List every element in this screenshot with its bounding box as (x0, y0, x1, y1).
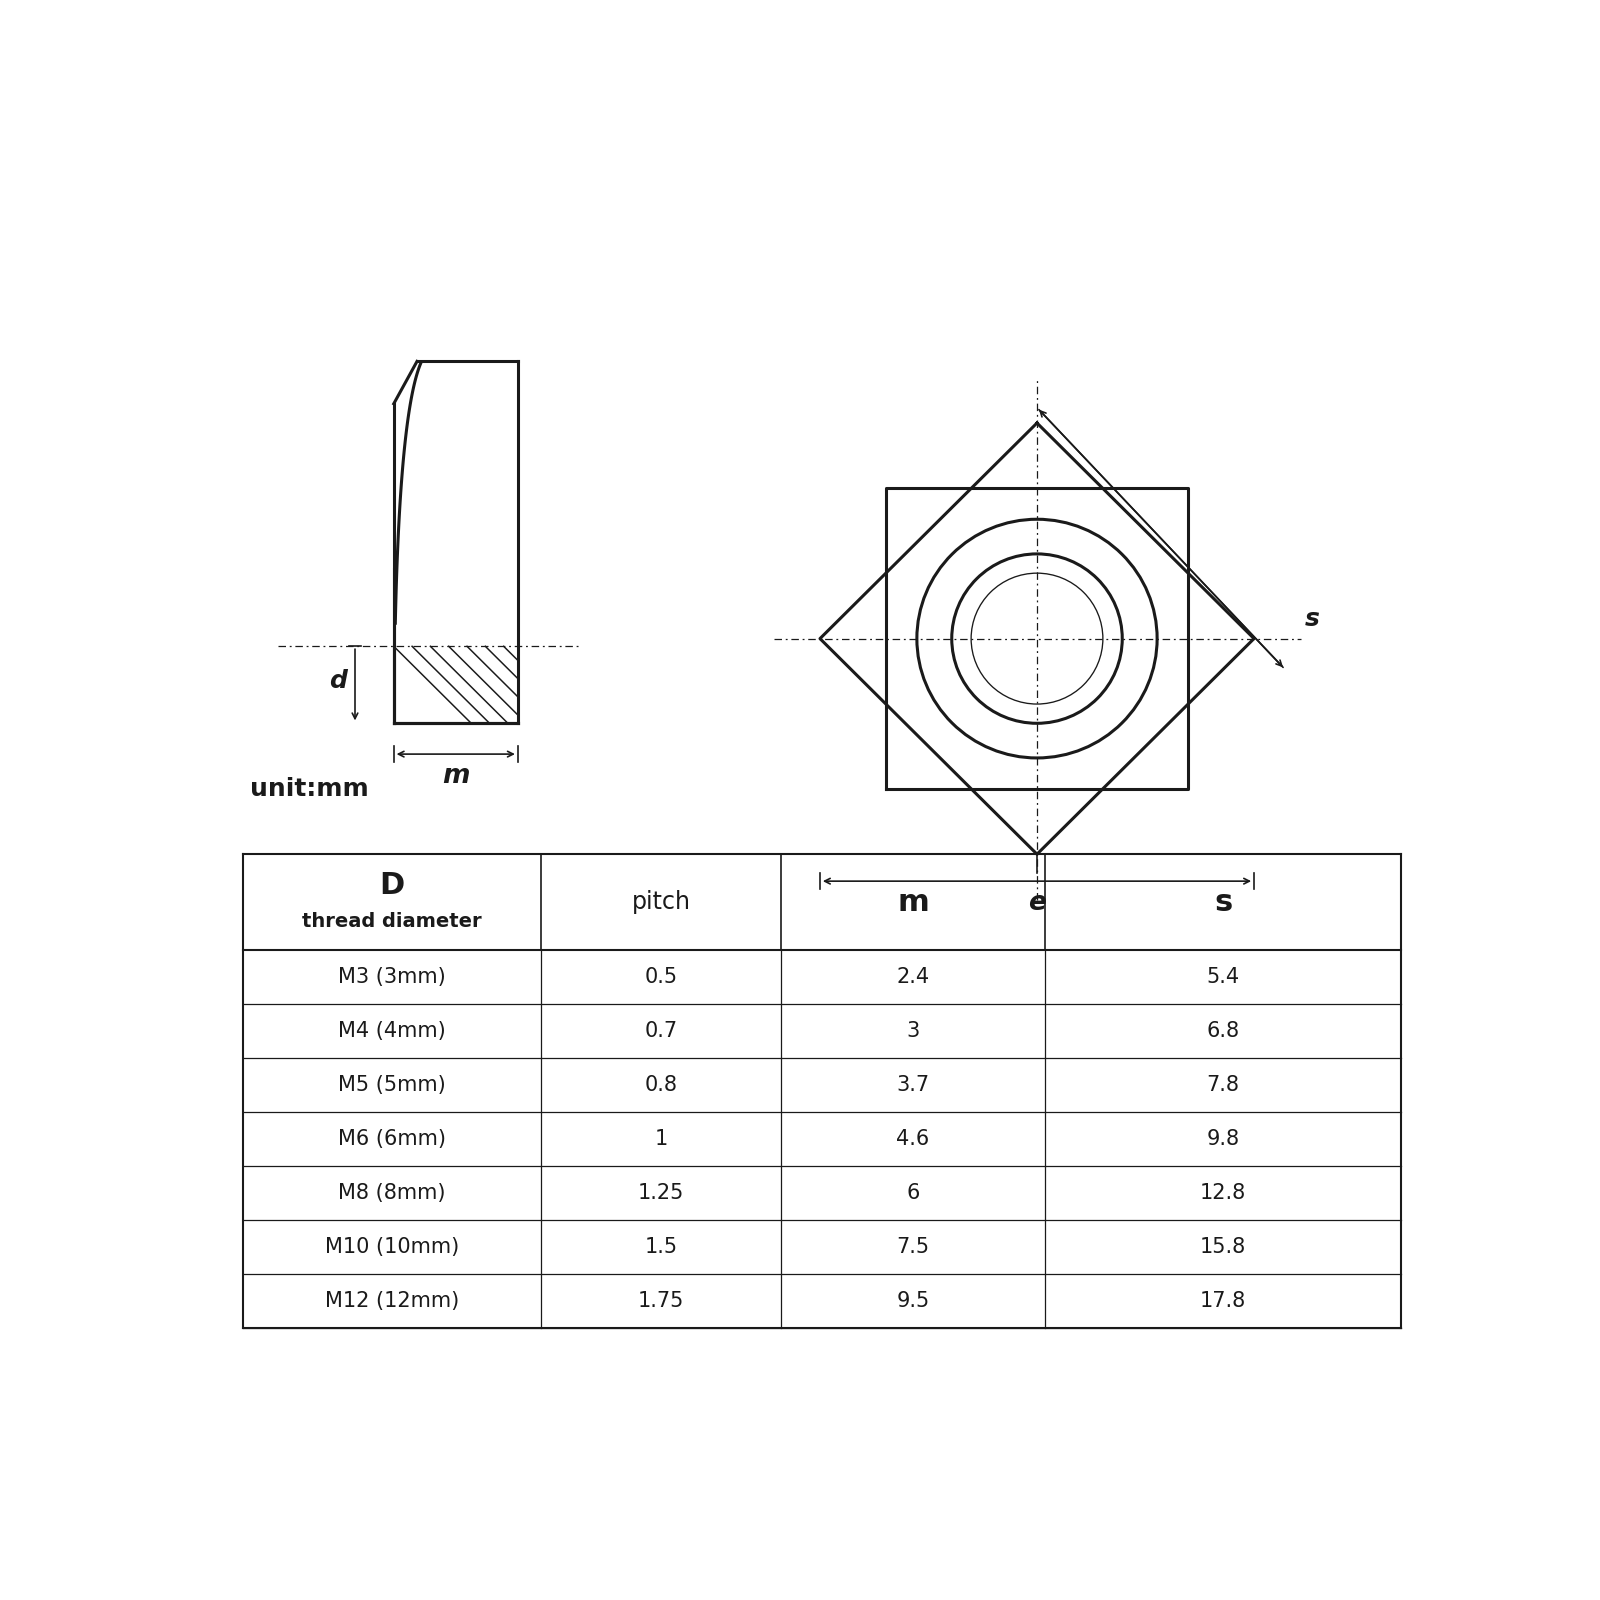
Text: m: m (898, 888, 930, 917)
Text: 17.8: 17.8 (1200, 1291, 1246, 1310)
Text: M10 (10mm): M10 (10mm) (325, 1237, 459, 1258)
Text: M3 (3mm): M3 (3mm) (338, 968, 446, 987)
Text: 4.6: 4.6 (896, 1130, 930, 1149)
Text: 1.25: 1.25 (638, 1182, 685, 1203)
Text: 0.8: 0.8 (645, 1075, 678, 1094)
Text: D: D (379, 870, 405, 899)
Text: 1.75: 1.75 (638, 1291, 685, 1310)
Text: unit:mm: unit:mm (250, 776, 370, 800)
Text: 3.7: 3.7 (896, 1075, 930, 1094)
Text: 5.4: 5.4 (1206, 968, 1240, 987)
Text: M4 (4mm): M4 (4mm) (338, 1021, 446, 1042)
Text: 2.4: 2.4 (896, 968, 930, 987)
Text: 0.5: 0.5 (645, 968, 678, 987)
Text: 9.5: 9.5 (896, 1291, 930, 1310)
Text: e: e (1029, 890, 1046, 915)
Text: 9.8: 9.8 (1206, 1130, 1240, 1149)
Text: 6: 6 (906, 1182, 920, 1203)
Text: s: s (1214, 888, 1232, 917)
Text: 6.8: 6.8 (1206, 1021, 1240, 1042)
Text: 12.8: 12.8 (1200, 1182, 1246, 1203)
Text: thread diameter: thread diameter (302, 912, 482, 931)
Text: pitch: pitch (632, 890, 691, 914)
Text: 0.7: 0.7 (645, 1021, 678, 1042)
Text: 1.5: 1.5 (645, 1237, 678, 1258)
Text: 7.8: 7.8 (1206, 1075, 1240, 1094)
Text: M5 (5mm): M5 (5mm) (338, 1075, 446, 1094)
Text: 1: 1 (654, 1130, 667, 1149)
Text: m: m (442, 763, 469, 789)
Text: M6 (6mm): M6 (6mm) (338, 1130, 446, 1149)
Text: M8 (8mm): M8 (8mm) (338, 1182, 445, 1203)
Text: 7.5: 7.5 (896, 1237, 930, 1258)
Text: s: s (1304, 608, 1320, 632)
Text: 15.8: 15.8 (1200, 1237, 1246, 1258)
Text: d: d (330, 669, 347, 693)
Text: M12 (12mm): M12 (12mm) (325, 1291, 459, 1310)
Text: 3: 3 (906, 1021, 920, 1042)
